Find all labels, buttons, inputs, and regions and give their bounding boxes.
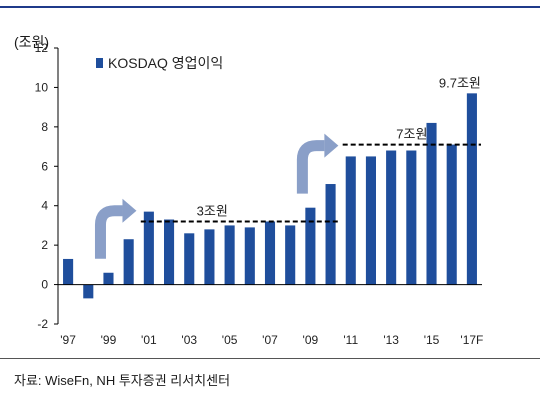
legend-swatch (96, 58, 103, 68)
bottom-rule (0, 358, 540, 359)
y-tick-label: 12 (35, 41, 49, 55)
source-note: 자료: WiseFn, NH 투자증권 리서치센터 (14, 373, 231, 388)
bar-12 (365, 156, 376, 285)
y-unit-label: (조원) (14, 34, 50, 50)
legend-label: KOSDAQ 영업이익 (108, 55, 223, 71)
y-tick-label: 8 (41, 120, 48, 134)
y-tick-label: 0 (41, 278, 48, 292)
x-tick-label: '03 (181, 333, 197, 347)
bar-10 (325, 184, 336, 285)
step-up-arrow-1 (94, 205, 123, 259)
bar-09 (305, 207, 316, 285)
x-tick-label: '11 (343, 333, 358, 347)
bar-05 (224, 225, 235, 285)
y-tick-label: 4 (41, 199, 48, 213)
top-rule (0, 6, 540, 8)
x-tick-label: '15 (424, 333, 440, 347)
bar-14 (406, 150, 417, 285)
bar-04 (204, 229, 215, 285)
bar-13 (386, 150, 397, 285)
bar-98 (83, 284, 94, 299)
x-tick-label: '97 (60, 333, 76, 347)
bar-07 (264, 221, 276, 285)
x-tick-label: '01 (141, 333, 157, 347)
y-tick-label: 10 (35, 80, 49, 94)
bar-02 (164, 219, 175, 285)
bar-17F (466, 93, 477, 285)
x-tick-label: '13 (383, 333, 399, 347)
bar-01 (143, 211, 154, 285)
bar-00 (123, 239, 134, 285)
bar-97 (63, 258, 74, 285)
x-tick-label: '07 (262, 333, 278, 347)
y-tick-label: -2 (37, 317, 48, 331)
reference-label-1: 3조원 (197, 203, 228, 218)
x-tick-label: '05 (222, 333, 238, 347)
step-up-arrowhead-1 (122, 198, 137, 223)
bar-08 (285, 225, 296, 285)
value-annotation: 9.7조원 (439, 75, 481, 90)
reference-label-2: 7조원 (396, 127, 427, 142)
bar-11 (345, 156, 356, 285)
x-tick-label: '09 (303, 333, 319, 347)
bar-03 (184, 233, 195, 285)
y-tick-label: 2 (41, 238, 48, 252)
x-tick-label: '99 (101, 333, 117, 347)
step-up-arrowhead-2 (324, 133, 339, 158)
bar-16 (446, 144, 457, 285)
step-up-arrow-2 (296, 140, 325, 194)
bar-15 (426, 122, 437, 285)
y-tick-label: 6 (41, 159, 48, 173)
x-tick-label: '17F (460, 333, 483, 347)
bar-99 (103, 272, 114, 285)
bar-06 (244, 227, 255, 285)
